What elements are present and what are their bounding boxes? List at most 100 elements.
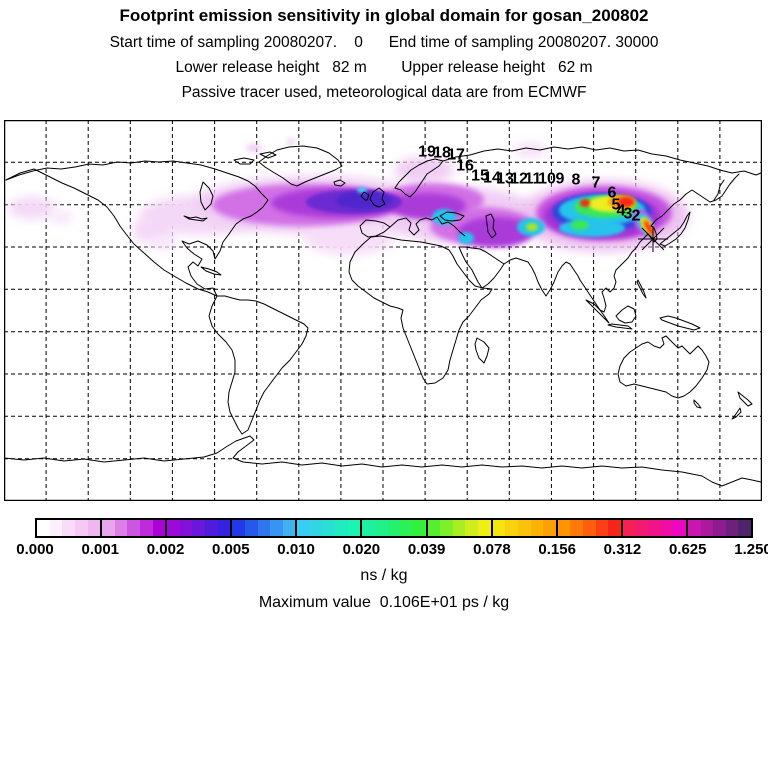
trajectory-day-label: 9 <box>556 171 565 188</box>
colorbar-tick-label: 1.250 <box>734 541 768 558</box>
plume-blob <box>49 210 73 224</box>
plume-blob <box>580 199 590 207</box>
colorbar <box>35 518 754 538</box>
colorbar-step <box>465 520 479 536</box>
colorbar-step <box>635 520 649 536</box>
colorbar-step <box>725 520 739 536</box>
plume-blob <box>458 217 534 247</box>
trajectory-day-label: 4 <box>617 203 626 220</box>
colorbar-tick-label: 0.039 <box>407 541 446 558</box>
plume-blob <box>150 234 178 250</box>
colorbar-step <box>257 520 271 536</box>
colorbar-step <box>205 520 218 536</box>
trajectory-day-label: 16 <box>456 158 474 175</box>
colorbar-step <box>62 520 75 536</box>
colorbar-segment <box>35 518 103 538</box>
colorbar-step <box>478 520 491 536</box>
colorbar-tick-label: 0.078 <box>473 541 511 558</box>
colorbar-step <box>517 520 531 536</box>
colorbar-step <box>452 520 466 536</box>
colorbar-step <box>570 520 583 536</box>
sampling-times-line: Start time of sampling 20080207. 0 End t… <box>109 34 659 51</box>
trajectory-day-label: 6 <box>608 185 617 202</box>
colorbar-step <box>297 520 310 536</box>
colorbar-segment <box>555 518 623 538</box>
colorbar-step <box>139 520 153 536</box>
colorbar-step <box>347 520 361 536</box>
coastlines <box>4 145 762 487</box>
tracer-info-line: Passive tracer used, meteorological data… <box>181 84 587 101</box>
colorbar-step <box>102 520 115 536</box>
plume-blob <box>286 139 296 145</box>
trajectory-day-label: 18 <box>433 145 451 162</box>
colorbar-step <box>310 520 323 536</box>
colorbar-step <box>282 520 296 536</box>
trajectory-day-label: 14 <box>483 170 501 187</box>
colorbar-tick-label: 0.000 <box>16 541 54 558</box>
colorbar-step <box>375 520 388 536</box>
plume-blob <box>246 144 262 152</box>
plume-blob <box>644 221 654 235</box>
colorbar-step <box>543 520 556 536</box>
colorbar-step <box>673 520 686 536</box>
plume-blob <box>458 232 474 244</box>
max-value-label: Maximum value 0.106E+01 ps / kg <box>258 594 510 611</box>
release-heights-line: Lower release height 82 m Upper release … <box>175 59 593 76</box>
colorbar-step <box>362 520 376 536</box>
figure-title: Footprint emission sensitivity in global… <box>119 6 649 25</box>
colorbar-tick-labels: 0.000 0.001 0.002 0.005 0.010 0.020 0.039 0.078… <box>16 541 768 559</box>
colorbar-tick-label: 0.020 <box>342 541 381 558</box>
colorbar-step <box>427 520 441 536</box>
colorbar-tick-label: 0.002 <box>146 541 185 558</box>
colorbar-segment <box>100 518 168 538</box>
colorbar-tick-label: 0.312 <box>603 541 642 558</box>
trajectory-day-label: 11 <box>525 171 542 188</box>
colorbar-segment <box>230 518 298 538</box>
colorbar-step <box>114 520 128 536</box>
colorbar-step <box>179 520 193 536</box>
colorbar-segment <box>360 518 428 538</box>
colorbar-segment <box>165 518 233 538</box>
colorbar-step <box>167 520 180 536</box>
colorbar-segment <box>490 518 558 538</box>
colorbar-tick-label: 0.001 <box>81 541 120 558</box>
trajectory-day-label: 19 <box>418 144 436 161</box>
plume-blob <box>618 197 634 207</box>
colorbar-step <box>595 520 609 536</box>
colorbar-step <box>700 520 714 536</box>
colorbar-tick-label: 0.625 <box>668 541 707 558</box>
trajectory-day-label: 3 <box>624 206 633 223</box>
colorbar-step <box>335 520 348 536</box>
plume-blob <box>571 220 589 230</box>
plume-blob <box>394 157 454 183</box>
colorbar-step <box>37 520 50 536</box>
trajectory-day-label: 2 <box>632 208 641 225</box>
plume-blob <box>515 143 547 157</box>
trajectory-day-label: 5 <box>612 197 621 214</box>
colorbar-step <box>127 520 140 536</box>
colorbar-step <box>492 520 506 536</box>
colorbar-units-label: ns / kg <box>360 567 408 584</box>
trajectory-day-label: 7 <box>592 175 601 192</box>
colorbar-segment <box>425 518 493 538</box>
colorbar-step <box>660 520 674 536</box>
trajectory-day-label: 8 <box>572 172 581 189</box>
plume-blob <box>432 209 456 225</box>
colorbar-step <box>322 520 336 536</box>
graticule-gridlines <box>4 120 762 501</box>
colorbar-step <box>622 520 636 536</box>
receptor-star-marker <box>638 226 668 252</box>
colorbar-step <box>74 520 88 536</box>
colorbar-step <box>270 520 283 536</box>
world-map-panel: 19 18 17 16 15 14 13 12 11 10 9 8 7 6 5 4 3 2 <box>4 120 762 501</box>
plume-blob <box>336 191 392 209</box>
colorbar-step <box>557 520 571 536</box>
colorbar-step <box>217 520 231 536</box>
colorbar-step <box>232 520 245 536</box>
colorbar-step <box>713 520 726 536</box>
colorbar-tick-label: 0.156 <box>538 541 576 558</box>
map-border <box>4 120 762 501</box>
